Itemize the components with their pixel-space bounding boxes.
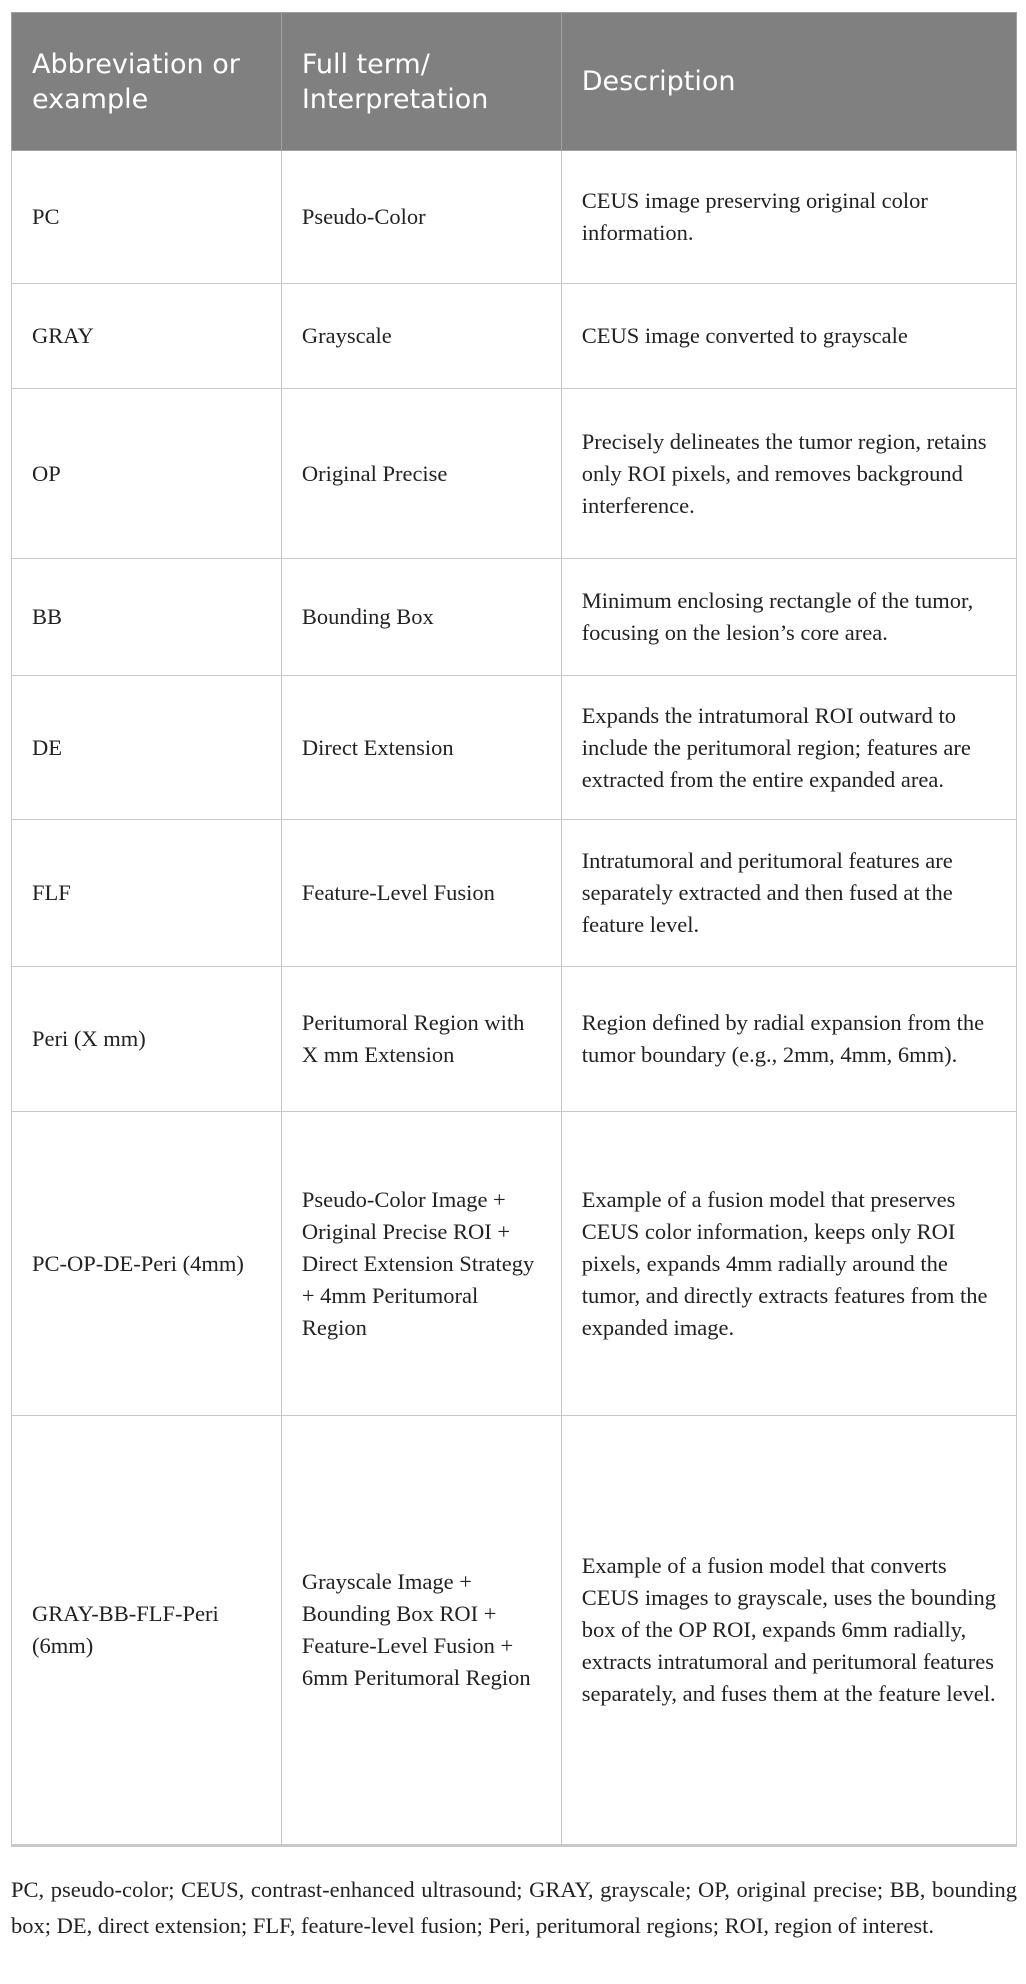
cell-full-term: Peritumoral Region with X mm Extension <box>280 966 562 1112</box>
cell-full-term: Original Precise <box>280 388 562 559</box>
table-row: DE Direct Extension Expands the intratumor… <box>11 675 1018 820</box>
cell-full-term: Feature-Level Fusion <box>280 819 562 967</box>
table-row: FLF Feature-Level Fusion Intratumoral and … <box>11 819 1018 967</box>
cell-description: Intratumoral and peritumoral features ar… <box>560 819 1018 967</box>
cell-description: Precisely delineates the tumor region, r… <box>560 388 1018 559</box>
cell-abbreviation: PC-OP-DE-Peri (4mm) <box>11 1111 282 1416</box>
header-abbreviation: Abbreviation or example <box>11 12 282 151</box>
abbreviation-table: Abbreviation or example Full term/ Inter… <box>11 12 1018 1847</box>
cell-abbreviation: PC <box>11 150 282 284</box>
cell-abbreviation: GRAY <box>11 283 282 389</box>
table-row: GRAY Grayscale CEUS image converted to gra… <box>11 283 1018 389</box>
table-row: PC-OP-DE-Peri (4mm) Pseudo-Color Image + … <box>11 1111 1018 1416</box>
header-row: Abbreviation or example Full term/ Inter… <box>11 12 1018 151</box>
cell-abbreviation: DE <box>11 675 282 820</box>
table-footnote: PC, pseudo-color; CEUS, contrast-enhance… <box>11 1877 1017 1938</box>
cell-description: Example of a fusion model that converts … <box>560 1415 1018 1847</box>
cell-description: Example of a fusion model that preserves… <box>560 1111 1018 1416</box>
table-row: GRAY-BB-FLF-Peri (6mm) Grayscale Image + … <box>11 1415 1018 1847</box>
cell-abbreviation: FLF <box>11 819 282 967</box>
cell-description: Region defined by radial expansion from … <box>560 966 1018 1112</box>
table-row: Peri (X mm) Peritumoral Region with X mm … <box>11 966 1018 1112</box>
cell-abbreviation: Peri (X mm) <box>11 966 282 1112</box>
cell-full-term: Grayscale <box>280 283 562 389</box>
cell-full-term: Direct Extension <box>280 675 562 820</box>
cell-description: CEUS image preserving original color inf… <box>560 150 1018 284</box>
cell-full-term: Bounding Box <box>280 558 562 676</box>
cell-full-term: Grayscale Image + Bounding Box ROI + Fea… <box>280 1415 562 1847</box>
cell-abbreviation: OP <box>11 388 282 559</box>
header-description: Description <box>560 12 1018 151</box>
cell-description: Expands the intratumoral ROI outward to … <box>560 675 1018 820</box>
cell-full-term: Pseudo-Color Image + Original Precise RO… <box>280 1111 562 1416</box>
cell-description: Minimum enclosing rectangle of the tumor… <box>560 558 1018 676</box>
cell-full-term: Pseudo-Color <box>280 150 562 284</box>
cell-abbreviation: BB <box>11 558 282 676</box>
table-row: PC Pseudo-Color CEUS image preserving orig… <box>11 150 1018 284</box>
cell-description: CEUS image converted to grayscale <box>560 283 1018 389</box>
header-full-term: Full term/ Interpretation <box>280 12 562 151</box>
table-row: OP Original Precise Precisely delineates t… <box>11 388 1018 559</box>
cell-abbreviation: GRAY-BB-FLF-Peri (6mm) <box>11 1415 282 1847</box>
table-row: BB Bounding Box Minimum enclosing rectangl… <box>11 558 1018 676</box>
